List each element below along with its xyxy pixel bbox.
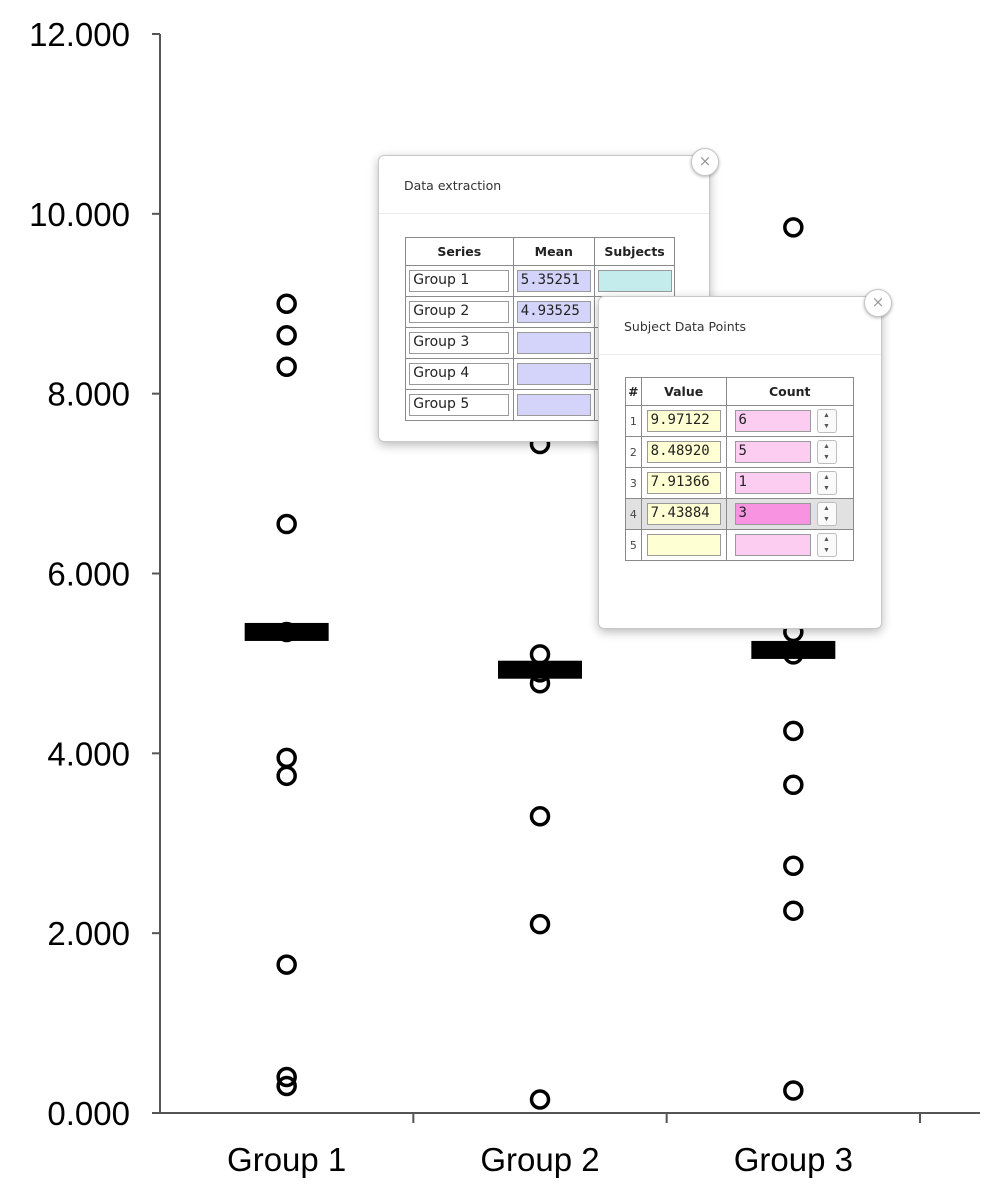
data-point[interactable] [783, 217, 804, 238]
count-input[interactable] [734, 534, 811, 556]
table-row: 3 7.91366 1 ▲ ▼ [625, 467, 854, 499]
count-header: Count [725, 377, 854, 406]
y-tick-label: 8.000 [47, 376, 130, 413]
row-number-header: # [625, 377, 642, 406]
series-name-input[interactable]: Group 1 [409, 270, 510, 292]
table-row: 2 8.48920 5 ▲ ▼ [625, 436, 854, 468]
spin-down-icon[interactable]: ▼ [823, 516, 830, 523]
data-point[interactable] [783, 720, 804, 742]
mean-input[interactable]: 5.35251 [516, 270, 591, 292]
count-stepper[interactable]: ▲ ▼ [816, 440, 837, 464]
row-number: 3 [625, 467, 642, 499]
spin-up-icon[interactable]: ▲ [823, 443, 830, 450]
mean-bar [498, 660, 582, 679]
table-row: 4 7.43884 3 ▲ ▼ [625, 498, 854, 530]
spin-down-icon[interactable]: ▼ [823, 423, 830, 430]
series-name-input[interactable]: Group 4 [409, 363, 510, 385]
series-name-input[interactable]: Group 2 [409, 301, 510, 323]
spin-up-icon[interactable]: ▲ [823, 536, 830, 543]
count-stepper[interactable]: ▲ ▼ [816, 409, 837, 433]
spin-down-icon[interactable]: ▼ [823, 485, 830, 492]
data-point[interactable] [529, 672, 551, 694]
row-number: 5 [625, 529, 642, 561]
dialog-title: Subject Data Points [599, 297, 881, 355]
data-point[interactable] [276, 293, 297, 314]
series-name-input[interactable]: Group 3 [409, 332, 510, 354]
value-input[interactable]: 7.43884 [646, 503, 721, 525]
value-input[interactable]: 8.48920 [646, 441, 721, 463]
mean-bar [751, 640, 836, 659]
count-stepper[interactable]: ▲ ▼ [816, 502, 837, 526]
category-label: Group 2 [480, 1141, 599, 1178]
data-point[interactable] [276, 1075, 297, 1097]
mean-input[interactable]: 4.93525 [516, 301, 591, 323]
y-tick-label: 10.000 [29, 196, 130, 233]
data-point[interactable] [276, 513, 297, 535]
dialog-title: Data extraction [379, 156, 709, 214]
subjects-header: Subjects [594, 237, 675, 266]
data-point[interactable] [276, 1066, 297, 1088]
data-point[interactable] [276, 954, 297, 975]
value-input[interactable] [646, 534, 721, 556]
close-icon[interactable]: × [864, 289, 892, 317]
data-point[interactable] [529, 913, 551, 935]
data-point[interactable] [276, 324, 297, 346]
data-point[interactable] [276, 765, 297, 787]
spin-down-icon[interactable]: ▼ [823, 454, 830, 461]
subject-points-table: # Value Count 1 9.97122 6 ▲ ▼ 2 8.48920 5 ▲ ▼ 3 7.9… [625, 377, 854, 561]
subjects-input[interactable] [597, 270, 672, 292]
mean-bar [244, 622, 329, 641]
y-tick-label: 6.000 [47, 556, 130, 593]
table-row: 1 9.97122 6 ▲ ▼ [625, 405, 854, 437]
count-stepper[interactable]: ▲ ▼ [816, 533, 837, 557]
data-point[interactable] [529, 1089, 551, 1110]
close-icon[interactable]: × [691, 148, 719, 176]
data-point[interactable] [783, 644, 804, 665]
data-point[interactable] [783, 900, 804, 921]
data-point[interactable] [783, 855, 804, 876]
y-tick-label: 0.000 [47, 1095, 130, 1132]
data-point[interactable] [529, 644, 551, 665]
count-input[interactable]: 3 [734, 503, 811, 525]
y-tick-label: 12.000 [29, 16, 130, 53]
mean-header: Mean [512, 237, 596, 266]
spin-up-icon[interactable]: ▲ [823, 412, 830, 419]
row-number: 2 [625, 436, 642, 468]
value-input[interactable]: 7.91366 [646, 472, 721, 494]
count-input[interactable]: 1 [734, 472, 811, 494]
spin-up-icon[interactable]: ▲ [823, 474, 830, 481]
row-number: 1 [625, 405, 642, 437]
y-tick-label: 4.000 [47, 735, 130, 772]
mean-input[interactable] [516, 394, 591, 416]
table-row: Group 1 5.35251 [405, 265, 675, 297]
value-header: Value [640, 377, 727, 406]
row-number: 4 [625, 498, 642, 530]
data-point[interactable] [276, 747, 297, 769]
data-point[interactable] [529, 806, 551, 827]
mean-input[interactable] [516, 332, 591, 354]
count-input[interactable]: 6 [734, 410, 811, 432]
subject-data-points-dialog: Subject Data Points × # Value Count 1 9.9… [598, 289, 892, 629]
data-point[interactable] [529, 662, 551, 683]
table-row: 5 ▲ ▼ [625, 529, 854, 561]
category-label: Group 1 [227, 1141, 346, 1178]
data-point[interactable] [783, 1080, 804, 1101]
series-header: Series [405, 237, 514, 266]
count-stepper[interactable]: ▲ ▼ [816, 471, 837, 495]
y-tick-label: 2.000 [47, 915, 130, 952]
data-point[interactable] [276, 356, 297, 377]
count-input[interactable]: 5 [734, 441, 811, 463]
series-name-input[interactable]: Group 5 [409, 394, 510, 416]
data-point[interactable] [276, 621, 297, 643]
spin-up-icon[interactable]: ▲ [823, 505, 830, 512]
value-input[interactable]: 9.97122 [646, 410, 721, 432]
spin-down-icon[interactable]: ▼ [823, 547, 830, 554]
category-label: Group 3 [734, 1141, 853, 1178]
data-point[interactable] [783, 774, 804, 796]
mean-input[interactable] [516, 363, 591, 385]
